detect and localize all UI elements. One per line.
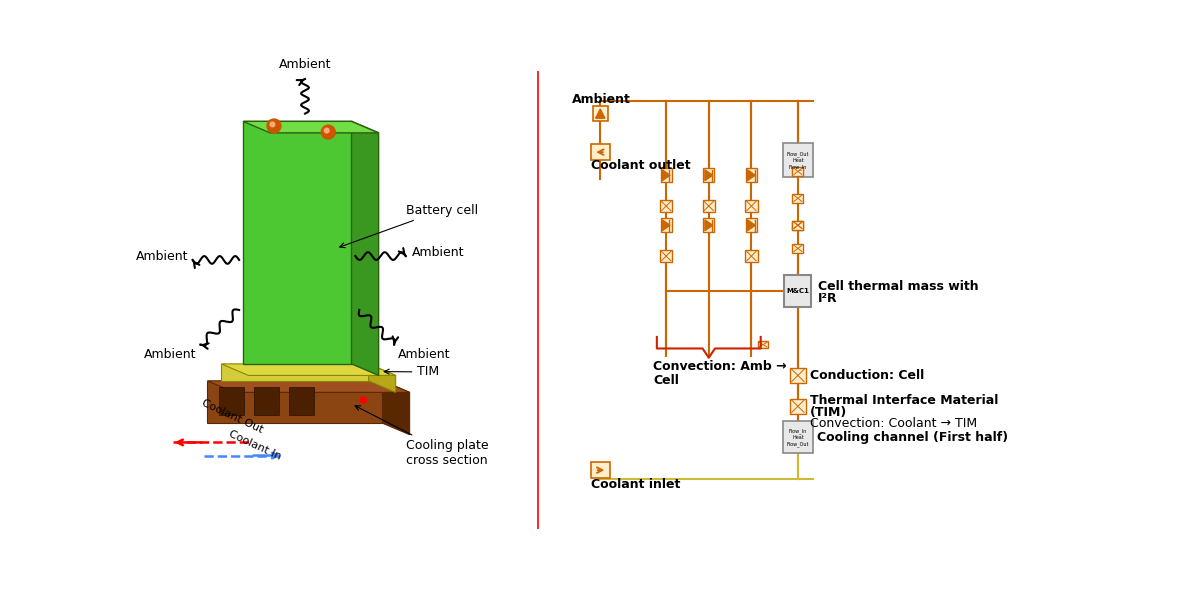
- Text: Thermal Interface Material: Thermal Interface Material: [810, 394, 998, 406]
- Text: Ambient: Ambient: [137, 249, 188, 263]
- Text: (TIM): (TIM): [810, 406, 847, 419]
- Polygon shape: [352, 121, 379, 375]
- FancyBboxPatch shape: [792, 220, 803, 230]
- Polygon shape: [595, 109, 605, 118]
- Polygon shape: [748, 170, 755, 181]
- FancyBboxPatch shape: [792, 244, 803, 253]
- FancyBboxPatch shape: [746, 168, 757, 182]
- FancyBboxPatch shape: [703, 219, 714, 232]
- Text: TIM: TIM: [384, 365, 439, 378]
- Text: Ambient: Ambient: [572, 93, 631, 106]
- FancyBboxPatch shape: [702, 200, 715, 212]
- Text: Flow_Out: Flow_Out: [787, 441, 809, 447]
- Text: Ambient: Ambient: [412, 247, 464, 260]
- FancyBboxPatch shape: [790, 368, 805, 383]
- FancyBboxPatch shape: [746, 219, 757, 232]
- Circle shape: [322, 125, 335, 139]
- FancyBboxPatch shape: [792, 194, 803, 203]
- FancyBboxPatch shape: [745, 200, 757, 212]
- Polygon shape: [383, 381, 409, 435]
- FancyBboxPatch shape: [661, 168, 672, 182]
- Text: Coolant Out: Coolant Out: [200, 398, 265, 435]
- Polygon shape: [748, 220, 755, 230]
- FancyBboxPatch shape: [792, 167, 803, 176]
- Text: Ambient: Ambient: [398, 349, 450, 362]
- FancyBboxPatch shape: [785, 274, 811, 307]
- Text: Cell: Cell: [653, 374, 679, 387]
- Bar: [218, 387, 244, 415]
- Polygon shape: [221, 364, 368, 381]
- Text: Flow_In: Flow_In: [788, 164, 808, 170]
- Polygon shape: [662, 220, 670, 230]
- Polygon shape: [221, 364, 396, 375]
- FancyBboxPatch shape: [593, 106, 608, 121]
- FancyBboxPatch shape: [590, 144, 610, 160]
- Polygon shape: [704, 220, 713, 230]
- Text: Coolant outlet: Coolant outlet: [590, 160, 691, 172]
- Text: Coolant In: Coolant In: [228, 429, 283, 462]
- Text: Coolant inlet: Coolant inlet: [590, 478, 680, 491]
- Polygon shape: [208, 381, 383, 423]
- Text: Ambient: Ambient: [144, 349, 197, 362]
- Text: Flow_Out: Flow_Out: [787, 151, 809, 156]
- Bar: [254, 387, 278, 415]
- Text: M&C1: M&C1: [786, 287, 809, 293]
- FancyBboxPatch shape: [590, 463, 610, 478]
- FancyBboxPatch shape: [660, 200, 672, 212]
- Text: Heat: Heat: [792, 435, 804, 440]
- FancyBboxPatch shape: [792, 220, 803, 230]
- Text: Flow_In: Flow_In: [788, 429, 808, 434]
- Text: Convection: Amb →: Convection: Amb →: [653, 360, 787, 373]
- Text: Ambient: Ambient: [278, 58, 331, 71]
- FancyBboxPatch shape: [784, 421, 812, 453]
- Text: Heat: Heat: [792, 158, 804, 163]
- Circle shape: [324, 128, 329, 133]
- Circle shape: [270, 122, 275, 127]
- Text: Convection: Coolant → TIM: Convection: Coolant → TIM: [810, 416, 977, 429]
- Circle shape: [268, 119, 281, 133]
- Bar: [289, 387, 313, 415]
- Polygon shape: [368, 364, 396, 393]
- Text: Battery cell: Battery cell: [340, 204, 478, 248]
- Circle shape: [360, 397, 366, 403]
- Text: Cooling channel (First half): Cooling channel (First half): [817, 431, 1008, 444]
- Polygon shape: [242, 121, 352, 364]
- Polygon shape: [704, 170, 713, 181]
- Text: Cooling plate
cross section: Cooling plate cross section: [355, 406, 488, 467]
- Polygon shape: [242, 121, 379, 133]
- FancyBboxPatch shape: [784, 143, 812, 177]
- FancyBboxPatch shape: [661, 219, 672, 232]
- FancyBboxPatch shape: [703, 168, 714, 182]
- FancyBboxPatch shape: [745, 250, 757, 262]
- Polygon shape: [662, 170, 670, 181]
- Text: Cell thermal mass with: Cell thermal mass with: [817, 280, 978, 293]
- Polygon shape: [208, 381, 409, 393]
- Text: I²R: I²R: [817, 292, 838, 305]
- FancyBboxPatch shape: [790, 399, 805, 414]
- FancyBboxPatch shape: [660, 250, 672, 262]
- Text: Conduction: Cell: Conduction: Cell: [810, 369, 924, 382]
- FancyBboxPatch shape: [757, 341, 768, 349]
